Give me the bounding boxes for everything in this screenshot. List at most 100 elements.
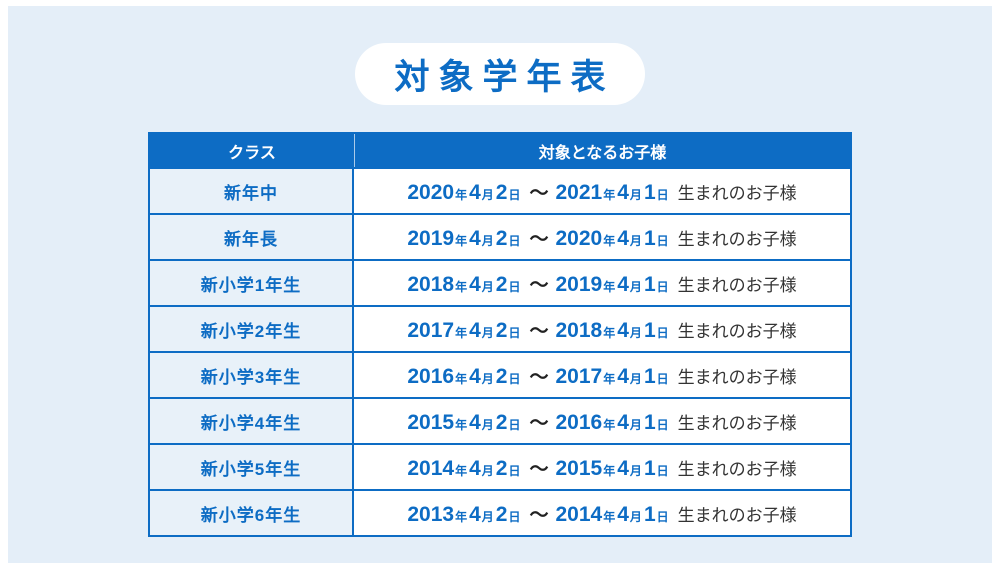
date-number: 2014 <box>555 502 603 526</box>
table-row: 新小学6年生 2013年4月2日〜 2014年4月1日 生まれのお子様 <box>150 489 850 535</box>
date-unit: 月 <box>481 325 494 340</box>
date-number: 4 <box>469 318 481 342</box>
birthdate-range-cell: 2019年4月2日〜 2020年4月1日 生まれのお子様 <box>354 215 850 259</box>
date-number: 2019 <box>407 226 455 250</box>
date-number: 2017 <box>407 318 455 342</box>
date-number: 2 <box>495 272 508 296</box>
birthdate-range: 2014年4月2日〜 2015年4月1日 生まれのお子様 <box>407 454 796 481</box>
birthdate-range-cell: 2013年4月2日〜 2014年4月1日 生まれのお子様 <box>354 491 850 535</box>
range-tilde: 〜 <box>529 182 549 204</box>
date-unit: 日 <box>508 233 521 248</box>
date-unit: 日 <box>508 325 521 340</box>
date-number: 2015 <box>555 456 603 480</box>
date-unit: 月 <box>481 509 494 524</box>
date-unit: 月 <box>629 187 642 202</box>
birth-suffix: 生まれのお子様 <box>677 321 797 341</box>
table-row: 新小学2年生 2017年4月2日〜 2018年4月1日 生まれのお子様 <box>150 305 850 351</box>
date-unit: 月 <box>629 371 642 386</box>
date-unit: 月 <box>481 417 494 432</box>
header-target-children: 対象となるお子様 <box>354 134 850 167</box>
date-unit: 日 <box>656 371 669 386</box>
date-unit: 日 <box>508 371 521 386</box>
date-unit: 日 <box>656 509 669 524</box>
date-number: 2020 <box>407 180 455 204</box>
date-unit: 月 <box>481 233 494 248</box>
date-unit: 年 <box>603 371 616 386</box>
date-number: 4 <box>617 502 629 526</box>
period-end-date: 2015年4月1日 <box>556 457 671 480</box>
birth-suffix: 生まれのお子様 <box>677 229 797 249</box>
class-label: 新年長 <box>224 229 278 249</box>
birth-suffix: 生まれのお子様 <box>677 367 797 387</box>
period-start-date: 2018年4月2日 <box>407 273 522 296</box>
date-number: 4 <box>617 272 629 296</box>
period-start-date: 2014年4月2日 <box>407 457 522 480</box>
date-number: 4 <box>469 410 481 434</box>
background-panel: 対象学年表 クラス 対象となるお子様 新年中 2020年4月2日〜 2021年4月1… <box>8 6 992 563</box>
date-unit: 月 <box>481 279 494 294</box>
date-unit: 日 <box>656 325 669 340</box>
table-row: 新年中 2020年4月2日〜 2021年4月1日 生まれのお子様 <box>150 167 850 213</box>
period-start-date: 2015年4月2日 <box>407 411 522 434</box>
class-cell: 新小学1年生 <box>150 261 354 305</box>
birth-suffix: 生まれのお子様 <box>677 459 797 479</box>
date-number: 4 <box>617 410 629 434</box>
range-tilde: 〜 <box>529 412 549 434</box>
birthdate-range: 2018年4月2日〜 2019年4月1日 生まれのお子様 <box>407 270 796 297</box>
date-unit: 年 <box>603 509 616 524</box>
date-number: 2 <box>495 364 508 388</box>
date-unit: 月 <box>629 233 642 248</box>
class-cell: 新年中 <box>150 169 354 213</box>
range-tilde: 〜 <box>529 458 549 480</box>
class-label: 新小学3年生 <box>200 367 302 387</box>
birth-suffix: 生まれのお子様 <box>677 183 797 203</box>
date-unit: 月 <box>629 463 642 478</box>
date-unit: 年 <box>455 279 468 294</box>
period-start-date: 2016年4月2日 <box>407 365 522 388</box>
date-number: 1 <box>643 226 656 250</box>
range-tilde: 〜 <box>529 504 549 526</box>
birthdate-range: 2016年4月2日〜 2017年4月1日 生まれのお子様 <box>407 362 796 389</box>
range-tilde: 〜 <box>529 366 549 388</box>
birthdate-range: 2013年4月2日〜 2014年4月1日 生まれのお子様 <box>407 500 796 527</box>
date-number: 2016 <box>407 364 455 388</box>
date-unit: 日 <box>656 417 669 432</box>
date-number: 2014 <box>407 456 455 480</box>
birthdate-range: 2015年4月2日〜 2016年4月1日 生まれのお子様 <box>407 408 796 435</box>
date-number: 2020 <box>555 226 603 250</box>
date-number: 2 <box>495 226 508 250</box>
date-unit: 月 <box>481 463 494 478</box>
date-unit: 年 <box>455 463 468 478</box>
page-title: 対象学年表 <box>394 57 615 97</box>
class-cell: 新小学6年生 <box>150 491 354 535</box>
date-unit: 日 <box>508 279 521 294</box>
date-unit: 日 <box>656 233 669 248</box>
birthdate-range-cell: 2017年4月2日〜 2018年4月1日 生まれのお子様 <box>354 307 850 351</box>
date-unit: 年 <box>603 187 616 202</box>
date-number: 2019 <box>555 272 603 296</box>
class-label: 新小学2年生 <box>200 321 302 341</box>
birthdate-range-cell: 2018年4月2日〜 2019年4月1日 生まれのお子様 <box>354 261 850 305</box>
date-number: 1 <box>643 364 656 388</box>
date-number: 4 <box>469 502 481 526</box>
class-cell: 新年長 <box>150 215 354 259</box>
class-cell: 新小学5年生 <box>150 445 354 489</box>
date-unit: 月 <box>629 509 642 524</box>
range-tilde: 〜 <box>529 320 549 342</box>
class-label: 新年中 <box>224 183 278 203</box>
date-number: 2 <box>495 318 508 342</box>
date-number: 2 <box>495 410 508 434</box>
date-unit: 年 <box>603 417 616 432</box>
date-number: 2013 <box>407 502 455 526</box>
date-unit: 月 <box>629 279 642 294</box>
date-number: 1 <box>643 272 656 296</box>
birthdate-range: 2017年4月2日〜 2018年4月1日 生まれのお子様 <box>407 316 796 343</box>
class-cell: 新小学4年生 <box>150 399 354 443</box>
date-unit: 年 <box>603 279 616 294</box>
date-number: 4 <box>617 456 629 480</box>
date-number: 4 <box>617 180 629 204</box>
class-label: 新小学5年生 <box>200 459 302 479</box>
table-row: 新小学5年生 2014年4月2日〜 2015年4月1日 生まれのお子様 <box>150 443 850 489</box>
date-unit: 年 <box>455 325 468 340</box>
date-number: 1 <box>643 180 656 204</box>
